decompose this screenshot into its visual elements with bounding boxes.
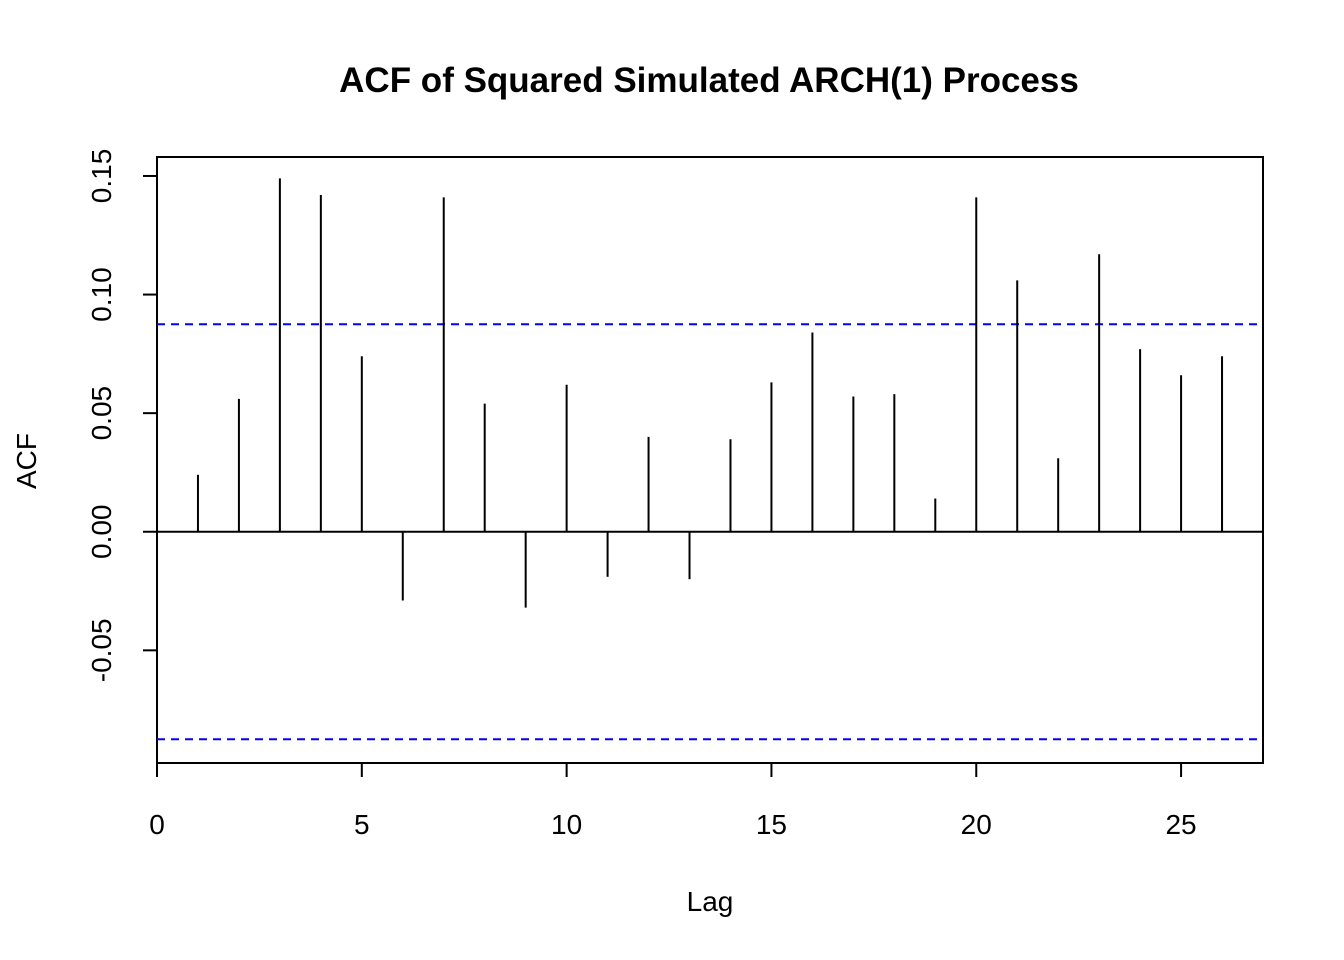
x-axis-label: Lag bbox=[687, 886, 734, 917]
y-tick-label: 0.15 bbox=[86, 149, 117, 204]
y-tick-label: -0.05 bbox=[86, 618, 117, 682]
acf-bars bbox=[157, 178, 1263, 608]
x-tick-label: 15 bbox=[756, 809, 787, 840]
y-tick-label: 0.05 bbox=[86, 386, 117, 441]
y-axis-label: ACF bbox=[11, 433, 42, 489]
x-tick-label: 20 bbox=[961, 809, 992, 840]
y-tick-label: 0.10 bbox=[86, 267, 117, 322]
y-tick-label: 0.00 bbox=[86, 504, 117, 559]
confidence-bounds bbox=[157, 323, 1263, 741]
x-tick-label: 5 bbox=[354, 809, 370, 840]
x-tick-label: 25 bbox=[1165, 809, 1196, 840]
y-axis: -0.05 0.00 0.05 0.10 0.15 bbox=[86, 149, 158, 682]
x-tick-label: 10 bbox=[551, 809, 582, 840]
x-axis: 0 5 10 15 20 25 bbox=[149, 762, 1197, 840]
x-tick-label: 0 bbox=[149, 809, 165, 840]
chart-title: ACF of Squared Simulated ARCH(1) Process bbox=[339, 61, 1079, 100]
plot-frame bbox=[156, 156, 1264, 764]
